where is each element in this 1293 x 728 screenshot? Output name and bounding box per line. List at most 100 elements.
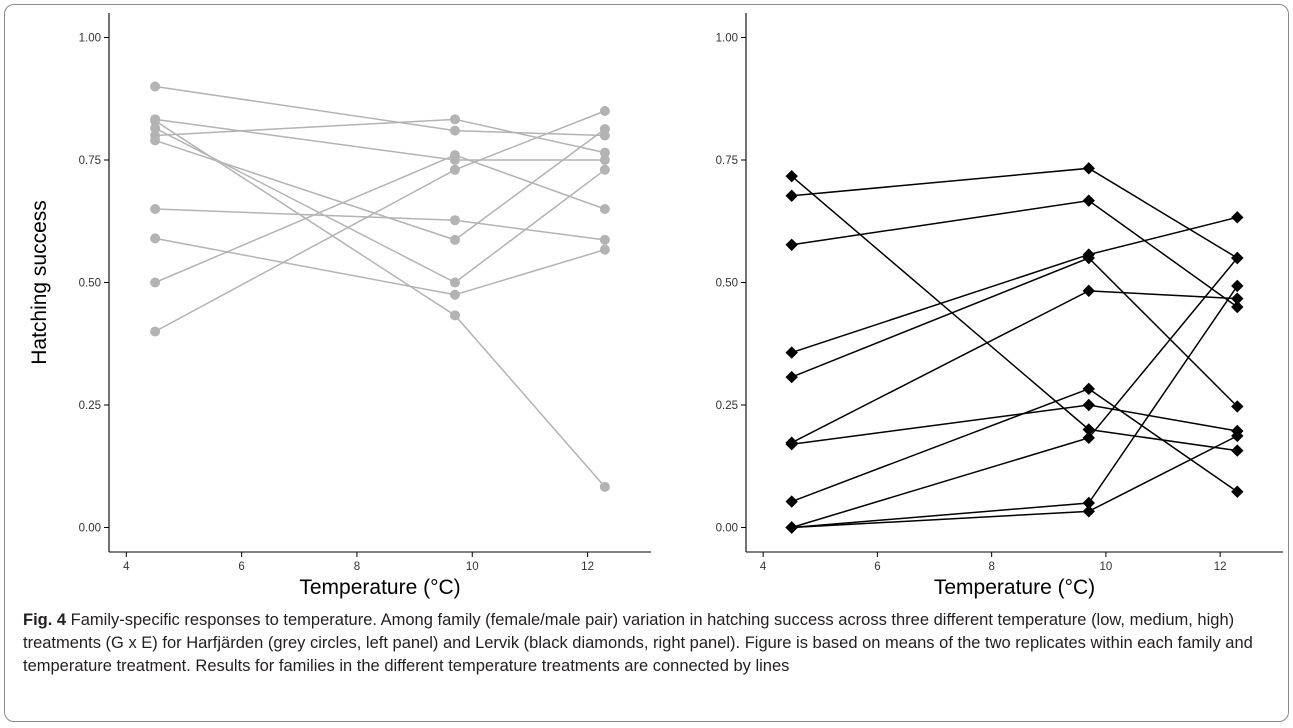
data-point — [599, 147, 610, 158]
x-tick-label: 8 — [354, 561, 360, 573]
series-11 — [785, 429, 1244, 534]
series-line — [791, 216, 1238, 354]
data-point — [449, 125, 460, 136]
y-tick-label: 0.00 — [716, 523, 738, 535]
data-point — [1231, 211, 1244, 224]
x-tick-label: 12 — [1214, 561, 1227, 573]
series-line — [155, 118, 605, 161]
series-line — [154, 154, 606, 284]
series-3 — [785, 194, 1244, 314]
x-tick-label: 10 — [1100, 561, 1113, 573]
series-line — [791, 199, 1238, 308]
x-tick-label: 8 — [988, 561, 994, 573]
panel-right: 0.00 0.25 0.50 0.75 1.00 4 6 8 10 12 Temperature (… — [716, 13, 1283, 599]
data-point — [785, 238, 798, 251]
series-5 — [150, 124, 610, 245]
caption-label: Fig. 4 — [23, 611, 67, 629]
x-tick-label: 4 — [760, 561, 767, 573]
series-line — [791, 404, 1238, 445]
data-point — [1231, 300, 1244, 314]
series-2 — [785, 162, 1244, 265]
series-line — [791, 167, 1238, 259]
data-point — [449, 164, 460, 175]
data-point — [599, 124, 610, 135]
series-line — [791, 257, 1238, 529]
series-10 — [785, 279, 1244, 534]
data-point — [150, 204, 161, 214]
data-point — [1082, 496, 1095, 510]
x-tick-label: 6 — [238, 561, 244, 573]
series-10 — [150, 106, 610, 337]
data-point — [1082, 398, 1095, 412]
y-tick-label: 1.00 — [716, 33, 738, 45]
x-tick-label: 6 — [874, 561, 880, 573]
data-point — [1082, 382, 1095, 396]
series-4 — [785, 211, 1244, 359]
series-line — [154, 127, 606, 284]
data-point — [599, 244, 610, 255]
y-tick-label: 0.75 — [716, 155, 738, 167]
panel-left: 0.00 0.25 0.50 0.75 1.00 4 6 8 10 12 Temperature (… — [28, 13, 651, 599]
series-7 — [785, 398, 1244, 451]
figure-caption: Fig. 4 Family-specific responses to temp… — [23, 609, 1275, 678]
data-point — [150, 115, 161, 126]
data-point — [1231, 444, 1244, 457]
x-axis-label: Temperature (°C) — [299, 576, 460, 599]
data-point — [150, 233, 161, 244]
figure-frame: 0.00 0.25 0.50 0.75 1.00 4 6 8 10 12 Temperature (… — [4, 4, 1289, 722]
series-9 — [785, 251, 1244, 534]
series-2 — [150, 114, 610, 165]
series-line — [155, 118, 606, 154]
series-9 — [150, 150, 610, 288]
data-point — [785, 189, 798, 202]
data-point — [599, 164, 610, 175]
series-7 — [150, 204, 610, 245]
data-point — [1082, 284, 1095, 298]
data-point — [150, 135, 161, 146]
data-point — [785, 370, 798, 384]
data-point — [150, 277, 161, 288]
x-tick-label: 10 — [466, 561, 479, 573]
data-point — [1231, 251, 1244, 265]
data-point — [449, 215, 460, 226]
data-point — [599, 481, 610, 492]
y-tick-label: 1.00 — [79, 33, 101, 45]
data-point — [449, 277, 460, 288]
data-point — [1231, 429, 1244, 443]
data-point — [785, 438, 798, 451]
data-point — [785, 346, 798, 359]
data-point — [1231, 485, 1244, 498]
series-3 — [150, 123, 610, 288]
data-point — [599, 234, 610, 245]
data-point — [1231, 279, 1244, 293]
data-point — [1082, 251, 1095, 265]
y-tick-label: 0.75 — [79, 155, 101, 167]
series-line — [791, 387, 1238, 503]
data-point — [1231, 400, 1244, 413]
data-point — [1082, 194, 1095, 207]
series-line — [791, 435, 1238, 529]
data-point — [599, 204, 610, 214]
series-1 — [150, 81, 610, 141]
data-point — [449, 289, 460, 300]
data-point — [1082, 505, 1095, 518]
series-line — [155, 208, 605, 241]
y-tick-label: 0.50 — [79, 278, 101, 290]
series-6 — [150, 115, 610, 492]
series-8 — [150, 233, 610, 300]
data-point — [599, 155, 610, 165]
x-tick-label: 4 — [123, 561, 130, 573]
x-axis-label: Temperature (°C) — [934, 576, 1095, 599]
data-point — [449, 234, 460, 245]
data-point — [449, 114, 460, 125]
data-point — [1082, 431, 1095, 445]
data-point — [449, 310, 460, 321]
data-point — [449, 150, 460, 161]
data-point — [150, 326, 161, 337]
y-tick-label: 0.00 — [79, 523, 101, 535]
data-point — [1082, 162, 1095, 175]
caption-text: Family-specific responses to temperature… — [23, 611, 1253, 675]
data-point — [599, 106, 610, 116]
charts-svg: 0.00 0.25 0.50 0.75 1.00 4 6 8 10 12 Temperature (… — [28, 13, 1283, 599]
series-8 — [785, 382, 1244, 508]
